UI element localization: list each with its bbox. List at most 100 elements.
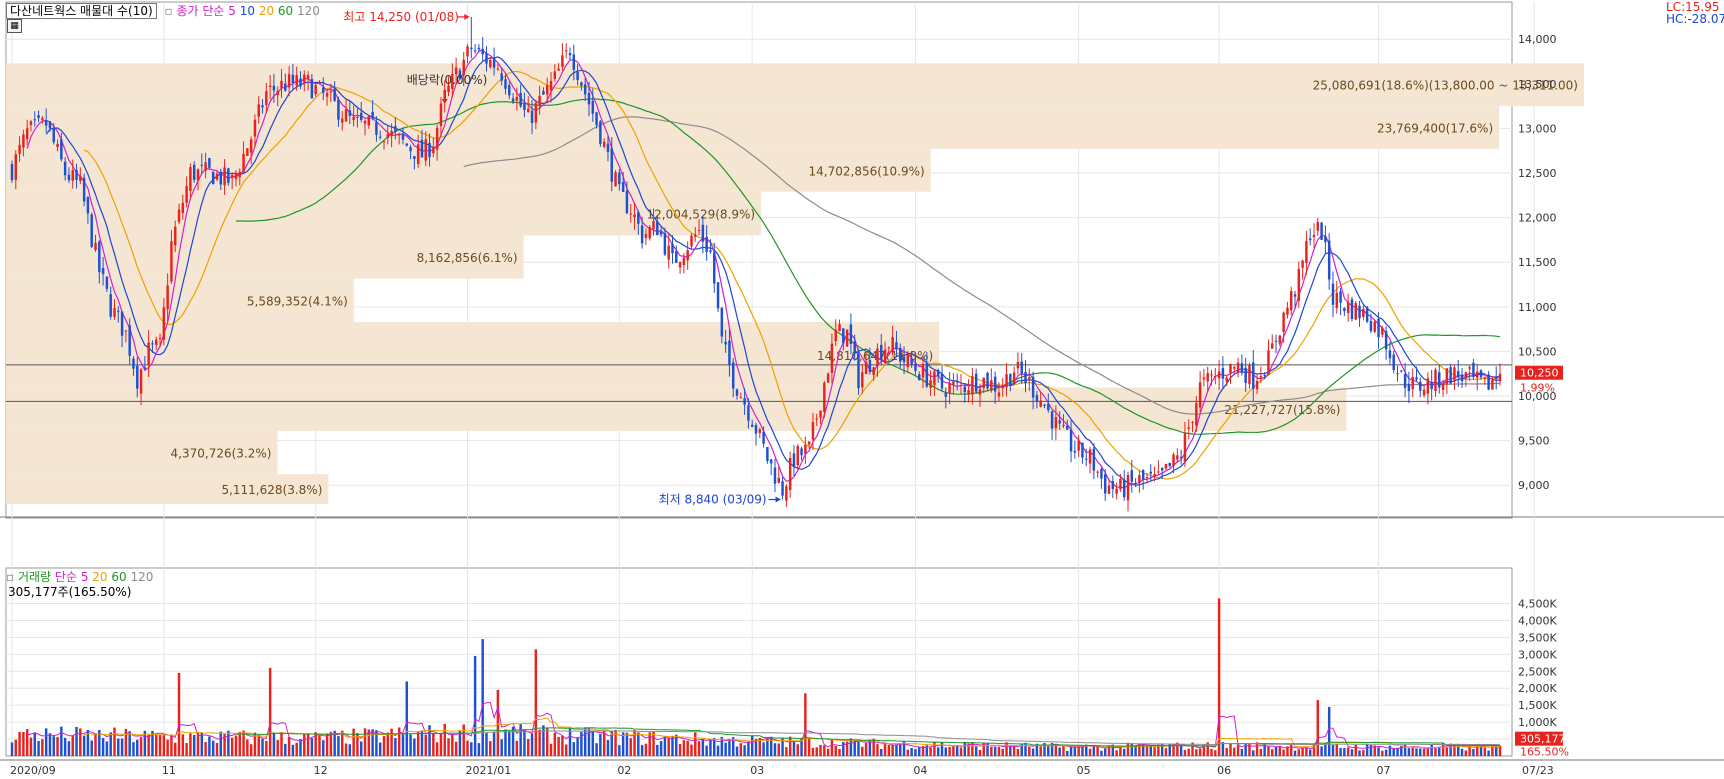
candle-body [971, 376, 974, 395]
volume-bar [804, 693, 807, 756]
candle-body [899, 347, 902, 362]
volume-bar [67, 741, 71, 756]
volume-bar [1472, 748, 1475, 756]
candle-body [599, 121, 602, 144]
volume-bar [576, 737, 579, 756]
candle-body [1107, 485, 1111, 494]
volume-bar [1415, 748, 1418, 756]
volume-bar [1024, 742, 1027, 756]
volume-square-icon: ▫ [6, 570, 15, 584]
candle-body [1396, 373, 1399, 375]
volume-bar [845, 741, 849, 756]
volume-bar [1426, 748, 1430, 756]
volume-bar [883, 742, 887, 756]
candle-body [71, 170, 74, 181]
candle-body [583, 84, 587, 95]
volume-bar [978, 749, 982, 756]
candle-body [515, 96, 519, 101]
candle-body [709, 250, 712, 252]
candle-body [936, 370, 940, 377]
volume-bar [523, 729, 526, 756]
candle-body [48, 121, 52, 129]
ma120-line [463, 116, 1501, 415]
volume-bar [527, 739, 530, 756]
candle-body [386, 134, 390, 138]
candle-body [694, 234, 697, 237]
volume-bar [1103, 748, 1107, 756]
grid-settings-icon[interactable]: ▦ [7, 19, 22, 33]
candle-body [917, 374, 921, 381]
candle-body [44, 120, 48, 126]
volume-bar [902, 741, 906, 756]
candle-body [1460, 374, 1464, 382]
stock-title[interactable]: 다산네트웍스 매물대 수(10) [6, 3, 157, 19]
volume-bar [173, 742, 177, 756]
candle-body [1187, 427, 1190, 429]
volume-bar [1138, 743, 1141, 756]
volume-bar [378, 742, 382, 756]
volume-bar [306, 733, 310, 756]
candle-body [435, 127, 439, 150]
volume-bar [811, 747, 815, 756]
volume-bar [1062, 746, 1065, 756]
volume-bar [807, 738, 811, 756]
volume-bar [310, 738, 314, 756]
candle-body [1308, 238, 1312, 241]
volume-bar [564, 744, 568, 756]
candle-body [1305, 240, 1308, 263]
candle-body [105, 276, 109, 289]
volume-bar [1081, 745, 1084, 756]
volume-bar [1164, 748, 1168, 756]
candle-body [14, 154, 18, 180]
dividend-arrow-head [441, 98, 448, 104]
volume-bar [82, 735, 86, 756]
volume-bar [1381, 750, 1384, 756]
volume-bar [644, 743, 648, 756]
candle-body [777, 477, 781, 483]
candle-body [113, 307, 116, 317]
candle-body [1335, 292, 1339, 309]
volume-bar [325, 734, 329, 756]
volume-bar [1031, 748, 1035, 756]
volume-bar [1335, 743, 1339, 756]
candle-body [1100, 469, 1103, 479]
price-tick-label: 13,500 [1518, 78, 1557, 91]
candle-body [1331, 283, 1335, 305]
candle-body [1449, 367, 1452, 384]
volume-bar [280, 732, 283, 756]
volume-bar [105, 741, 109, 756]
volume-bar [1498, 745, 1502, 756]
volume-bar [33, 732, 37, 756]
volume-bar [834, 745, 837, 756]
volume-bar [1028, 746, 1031, 756]
volume-bar [109, 732, 112, 756]
candle-body [1259, 376, 1263, 378]
volume-bar [71, 735, 74, 756]
volume-bar [1475, 744, 1479, 756]
candle-body [1035, 394, 1039, 402]
candle-body [1012, 372, 1016, 383]
volume-bar [75, 726, 78, 756]
candle-body [925, 362, 929, 387]
volume-bar [686, 740, 689, 756]
candle-body [496, 68, 500, 70]
candle-body [1494, 376, 1498, 380]
volume-bar [1054, 743, 1058, 756]
volume-bar [1088, 748, 1092, 756]
candle-body [375, 121, 378, 135]
volume-bar [257, 734, 260, 756]
volume-bar [41, 739, 44, 756]
candle-body [1233, 366, 1236, 369]
candle-body [29, 121, 33, 126]
candle-body [158, 337, 162, 339]
candle-body [993, 376, 997, 392]
volume-bar [1316, 700, 1320, 756]
candle-body [1400, 370, 1403, 372]
ma-square-icon: ▫ [164, 4, 173, 18]
candle-body [253, 119, 257, 137]
candle-body [1020, 361, 1023, 374]
volume-bar [299, 739, 302, 756]
stock-title-box[interactable]: 다산네트웍스 매물대 수(10) ▫ 종가 단순 5 10 20 60 120 [6, 2, 320, 19]
